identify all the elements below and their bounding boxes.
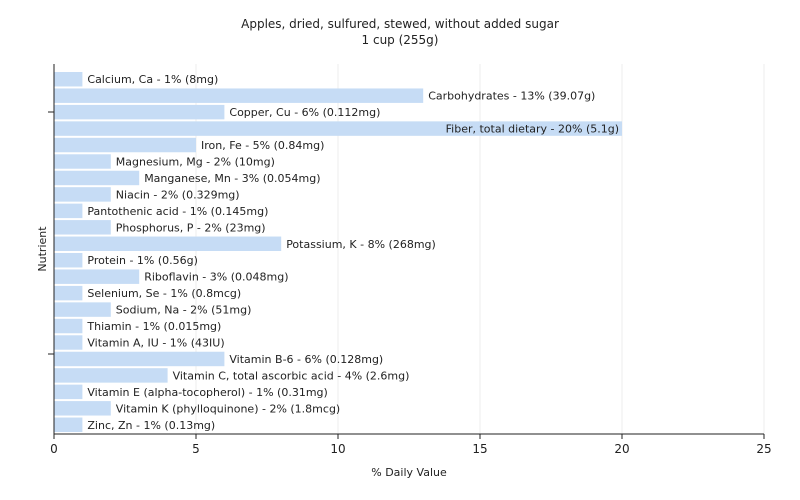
bar-label: Iron, Fe - 5% (0.84mg): [201, 139, 324, 152]
bar-label: Fiber, total dietary - 20% (5.1g): [446, 123, 619, 136]
bar-label: Manganese, Mn - 3% (0.054mg): [144, 172, 320, 185]
bar: [54, 302, 111, 317]
bar: [54, 384, 83, 400]
bar: [54, 187, 111, 202]
bar: [54, 236, 282, 251]
bar-label: Copper, Cu - 6% (0.112mg): [229, 106, 380, 119]
bar-label: Niacin - 2% (0.329mg): [116, 188, 240, 201]
bar: [54, 170, 140, 186]
bar: [54, 368, 168, 383]
bar: [54, 318, 83, 334]
bar-label: Riboflavin - 3% (0.048mg): [144, 271, 288, 284]
bar-label: Protein - 1% (0.56g): [87, 254, 198, 267]
x-tick-label: 20: [614, 442, 629, 456]
x-tick-label: 5: [192, 442, 200, 456]
bar: [54, 335, 83, 350]
bar: [54, 154, 111, 169]
bar-label: Vitamin K (phylloquinone) - 2% (1.8mcg): [116, 402, 340, 415]
bar-label: Vitamin A, IU - 1% (43IU): [87, 337, 224, 350]
bar: [54, 351, 225, 367]
bar: [54, 220, 111, 235]
bar: [54, 285, 83, 301]
bar: [54, 121, 622, 136]
bar-label: Phosphorus, P - 2% (23mg): [116, 221, 266, 234]
x-tick-label: 10: [330, 442, 345, 456]
bar: [54, 88, 424, 103]
bar: [54, 417, 83, 432]
bar-label: Zinc, Zn - 1% (0.13mg): [87, 419, 215, 432]
bar-label: Selenium, Se - 1% (0.8mcg): [87, 287, 241, 300]
bar-label: Pantothenic acid - 1% (0.145mg): [87, 205, 268, 218]
bar-label: Calcium, Ca - 1% (8mg): [87, 73, 218, 86]
bar: [54, 269, 140, 284]
x-axis-title: % Daily Value: [371, 466, 447, 479]
x-tick-label: 0: [50, 442, 58, 456]
bar-label: Potassium, K - 8% (268mg): [286, 238, 436, 251]
chart-subtitle: 1 cup (255g): [361, 33, 439, 47]
chart-title: Apples, dried, sulfured, stewed, without…: [241, 17, 559, 31]
x-tick-label: 15: [472, 442, 487, 456]
bar-label: Magnesium, Mg - 2% (10mg): [116, 156, 275, 169]
bar: [54, 104, 225, 120]
bar-label: Vitamin C, total ascorbic acid - 4% (2.6…: [173, 369, 410, 382]
bar-label: Carbohydrates - 13% (39.07g): [428, 90, 595, 103]
bar-label: Thiamin - 1% (0.015mg): [86, 320, 221, 333]
bar: [54, 401, 111, 416]
bar-label: Sodium, Na - 2% (51mg): [116, 304, 252, 317]
bar: [54, 137, 196, 153]
bar-label: Vitamin B-6 - 6% (0.128mg): [229, 353, 383, 366]
bar: [54, 72, 83, 87]
bar-label: Vitamin E (alpha-tocopherol) - 1% (0.31m…: [87, 386, 327, 399]
x-tick-label: 25: [756, 442, 771, 456]
y-axis-title: Nutrient: [36, 226, 49, 272]
bar: [54, 253, 83, 268]
bar: [54, 203, 83, 219]
